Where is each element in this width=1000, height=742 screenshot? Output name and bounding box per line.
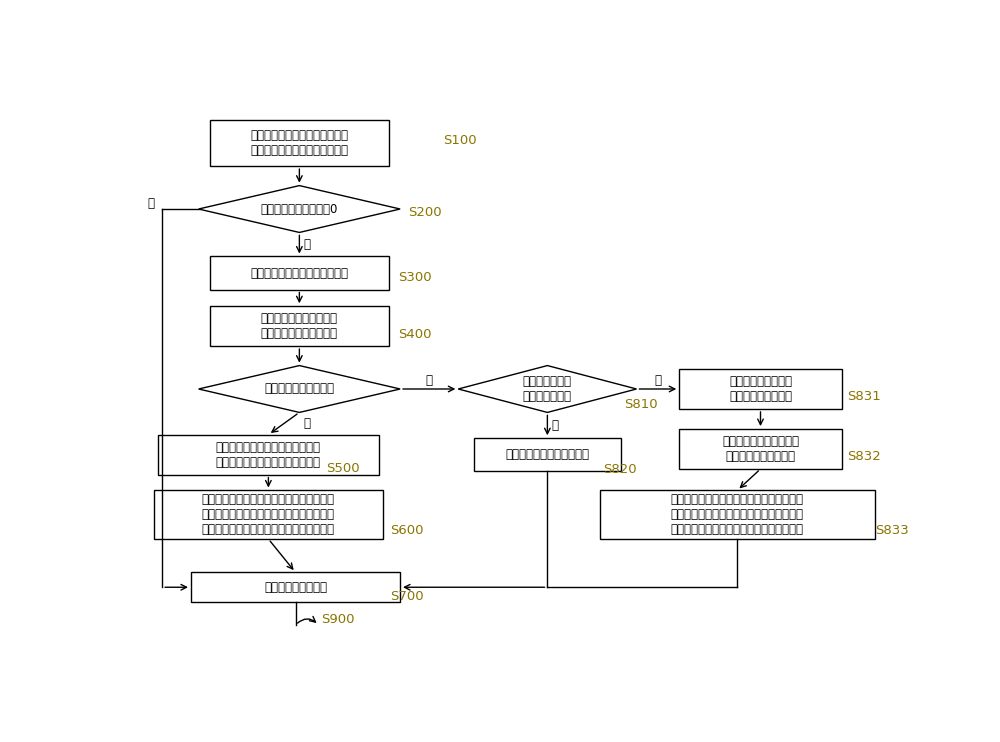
Polygon shape — [199, 366, 400, 413]
Text: 获取方向盘在初始位置时与回正
位置之间的角度，记为初始角度: 获取方向盘在初始位置时与回正 位置之间的角度，记为初始角度 — [250, 129, 348, 157]
Text: S820: S820 — [603, 463, 637, 476]
Text: 否: 否 — [304, 238, 311, 251]
Text: 控制方向盘向回正位置匀速转动: 控制方向盘向回正位置匀速转动 — [250, 266, 348, 280]
Text: 获取方向盘匀速转动过程
中所需要施加的转动力矩: 获取方向盘匀速转动过程 中所需要施加的转动力矩 — [261, 312, 338, 340]
Text: 否: 否 — [426, 374, 433, 387]
Text: 结束对方向盘的回正: 结束对方向盘的回正 — [264, 581, 327, 594]
Text: 当转动力矩减小时，获取方向盘此
时的位置，记为第一转动补偿位置: 当转动力矩减小时，获取方向盘此 时的位置，记为第一转动补偿位置 — [216, 441, 321, 469]
Text: S810: S810 — [624, 398, 658, 411]
Bar — [679, 369, 842, 409]
Text: S833: S833 — [875, 524, 909, 536]
Text: 控制方向盘转动至回正位置: 控制方向盘转动至回正位置 — [505, 448, 589, 462]
Text: S100: S100 — [443, 134, 476, 147]
Bar — [474, 438, 621, 471]
Bar — [679, 429, 842, 469]
Text: 判断转动力矩是否减小: 判断转动力矩是否减小 — [264, 382, 334, 395]
Bar — [210, 306, 388, 346]
Text: S300: S300 — [398, 271, 431, 284]
Text: 是: 是 — [304, 417, 311, 430]
Text: 根据初始角度与第一转动补偿位置确定第一
转动终点位置，控制方向盘转动至第一转动
终点位置，使得方向盘反转后到达回正位置: 根据初始角度与第一转动补偿位置确定第一 转动终点位置，控制方向盘转动至第一转动 … — [202, 493, 335, 536]
Text: S700: S700 — [390, 590, 424, 603]
Bar — [191, 572, 400, 602]
Text: 否: 否 — [552, 418, 559, 432]
Text: 获取方向盘此时的位置，
记为第二转动补偿位置: 获取方向盘此时的位置， 记为第二转动补偿位置 — [722, 435, 799, 463]
Text: 判断转动力矩是
否超过设定阈值: 判断转动力矩是 否超过设定阈值 — [523, 375, 572, 403]
Text: S400: S400 — [398, 328, 431, 341]
Text: S200: S200 — [408, 206, 442, 219]
Text: S600: S600 — [390, 524, 424, 536]
Text: S900: S900 — [321, 613, 355, 626]
Text: 根据初始角度与第二转动补偿位置确定第二
转动终点位置，控制方向盘转动至第二转动
终点位置，使得方向盘反转后到达回正位置: 根据初始角度与第二转动补偿位置确定第二 转动终点位置，控制方向盘转动至第二转动 … — [671, 493, 804, 536]
Polygon shape — [458, 366, 637, 413]
Bar — [154, 490, 383, 539]
Text: 控制方向盘继续匀速
转动至转动力矩减小: 控制方向盘继续匀速 转动至转动力矩减小 — [729, 375, 792, 403]
Bar — [210, 120, 388, 166]
Text: 判断初始角度是否等于0: 判断初始角度是否等于0 — [261, 203, 338, 215]
Bar — [158, 435, 379, 475]
Text: 是: 是 — [654, 374, 661, 387]
Text: S832: S832 — [847, 450, 881, 463]
Text: S831: S831 — [847, 390, 881, 403]
Bar — [210, 257, 388, 289]
Bar — [600, 490, 875, 539]
Text: 是: 是 — [147, 197, 154, 210]
Polygon shape — [199, 186, 400, 232]
Text: S500: S500 — [326, 462, 360, 476]
